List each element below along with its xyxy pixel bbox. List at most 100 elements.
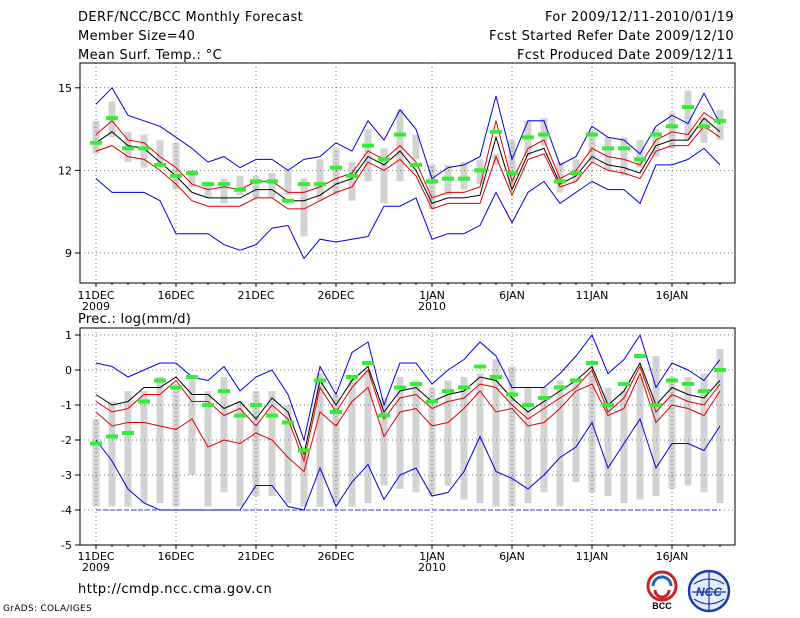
temp-q25-line bbox=[95, 125, 721, 210]
prec-observation-mark bbox=[506, 392, 518, 397]
prec-spread-box bbox=[636, 377, 644, 500]
chart-title: DERF/NCC/BCC Monthly Forecast bbox=[78, 10, 304, 25]
temp-observation-mark bbox=[522, 135, 534, 140]
prec-observation-mark bbox=[634, 354, 646, 358]
prec-q25-line bbox=[95, 372, 721, 473]
prec-observation-mark bbox=[266, 413, 278, 418]
temp-observation-mark bbox=[218, 182, 230, 187]
prec-spread-box bbox=[92, 419, 100, 507]
source-url[interactable]: http://cmdp.ncc.cma.gov.cn bbox=[78, 582, 273, 597]
prec-xtick-label: 16JAN bbox=[656, 550, 689, 563]
grads-credit: GrADS: COLA/IGES bbox=[3, 604, 92, 614]
prec-observation-mark bbox=[474, 364, 486, 369]
temp-xtick-label: 11DEC bbox=[77, 289, 114, 302]
temp-xtick-label: 6JAN bbox=[499, 289, 525, 302]
temp-observation-mark bbox=[426, 179, 438, 184]
temp-xtick-label: 1JAN bbox=[419, 289, 445, 302]
prec-xtick-label: 11JAN bbox=[576, 550, 609, 563]
prec-observation-mark bbox=[218, 389, 230, 393]
prec-spread-box bbox=[364, 370, 372, 503]
prec-observation-mark bbox=[234, 413, 246, 418]
prec-spread-box bbox=[412, 380, 420, 493]
member-size-label: Member Size=40 bbox=[78, 29, 196, 44]
temp-observation-mark bbox=[506, 171, 518, 176]
temp-observation-mark bbox=[538, 132, 550, 137]
temp-spread-box bbox=[348, 162, 356, 201]
prec-observation-mark bbox=[554, 385, 566, 390]
prec-xtick-label: 21DEC bbox=[237, 550, 274, 563]
prec-spread-box bbox=[572, 384, 580, 482]
temp-xtick-label: 16DEC bbox=[157, 289, 194, 302]
temp-observation-mark bbox=[618, 146, 630, 151]
prec-observation-mark bbox=[378, 413, 390, 418]
temp-spread-box bbox=[92, 120, 100, 154]
prec-spread-box bbox=[108, 401, 116, 507]
prec-plot-frame bbox=[79, 327, 736, 546]
temp-max-line bbox=[95, 86, 721, 180]
temp-observation-mark bbox=[90, 140, 102, 145]
temp-spread-box bbox=[492, 153, 500, 165]
temp-observation-mark bbox=[122, 146, 134, 151]
prec-spread-box bbox=[348, 377, 356, 507]
prec-ytick-label: -5 bbox=[61, 539, 72, 552]
prec-spread-box bbox=[124, 391, 132, 507]
temp-spread-box bbox=[620, 137, 628, 176]
prec-ytick-label: -1 bbox=[61, 399, 72, 412]
ncc-logo-text: NCC bbox=[696, 585, 722, 599]
temp-observation-mark bbox=[138, 146, 150, 151]
prec-xtick-label: 11DEC bbox=[77, 550, 114, 563]
temp-xtick-label: 26DEC bbox=[317, 289, 354, 302]
prec-spread-box bbox=[188, 380, 196, 475]
prec-xtick-label: 6JAN bbox=[499, 550, 525, 563]
prec-observation-mark bbox=[170, 385, 182, 390]
prec-spread-box bbox=[652, 356, 660, 496]
temp-xtick-year: 2009 bbox=[82, 300, 110, 313]
prec-spread-box bbox=[460, 377, 468, 500]
prec-observation-mark bbox=[250, 403, 262, 407]
prec-ytick-label: 1 bbox=[65, 329, 72, 342]
prec-observation-mark bbox=[586, 361, 598, 365]
prec-observation-mark bbox=[490, 375, 502, 379]
temp-observation-mark bbox=[554, 179, 566, 184]
temp-xtick-label: 16JAN bbox=[656, 289, 689, 302]
temp-observation-mark bbox=[282, 198, 294, 203]
prec-q75-line bbox=[95, 365, 721, 463]
forecast-period-label: For 2009/12/11-2010/01/19 bbox=[545, 10, 734, 25]
temp-observation-mark bbox=[202, 182, 214, 187]
temp-spread-box bbox=[172, 142, 180, 190]
prec-spread-box bbox=[268, 391, 276, 496]
prec-xtick-label: 1JAN bbox=[419, 550, 445, 563]
prec-observation-mark bbox=[666, 378, 678, 383]
prec-spread-box bbox=[684, 377, 692, 486]
temp-ytick-label: 9 bbox=[65, 247, 72, 260]
temp-observation-mark bbox=[170, 173, 182, 178]
temp-mean-line bbox=[95, 117, 721, 205]
prec-observation-mark bbox=[650, 403, 662, 407]
temp-observation-mark bbox=[698, 124, 710, 129]
temp-observation-mark bbox=[346, 173, 358, 178]
temp-observation-mark bbox=[714, 118, 726, 123]
prec-mean-line bbox=[95, 361, 721, 456]
temp-spread-box bbox=[716, 109, 724, 141]
temp-spread-box bbox=[236, 175, 244, 196]
prec-ytick-label: -4 bbox=[61, 504, 72, 517]
temp-xtick-label: 11JAN bbox=[576, 289, 609, 302]
temp-spread-box bbox=[188, 170, 196, 187]
temp-ytick-label: 12 bbox=[58, 164, 72, 177]
temp-observation-mark bbox=[330, 165, 342, 170]
temp-observation-mark bbox=[682, 105, 694, 110]
prec-observation-mark bbox=[442, 389, 454, 393]
temp-observation-mark bbox=[362, 143, 374, 148]
temp-spread-box bbox=[300, 178, 308, 237]
temp-observation-mark bbox=[458, 176, 470, 181]
temp-observation-mark bbox=[394, 132, 406, 137]
temp-observation-mark bbox=[106, 116, 118, 121]
prec-spread-box bbox=[604, 387, 612, 496]
prec-spread-box bbox=[700, 373, 708, 493]
temp-observation-mark bbox=[650, 132, 662, 137]
prec-observation-mark bbox=[410, 382, 422, 386]
temp-observation-mark bbox=[234, 187, 246, 192]
prec-observation-mark bbox=[570, 378, 582, 383]
temp-spread-box bbox=[284, 170, 292, 196]
